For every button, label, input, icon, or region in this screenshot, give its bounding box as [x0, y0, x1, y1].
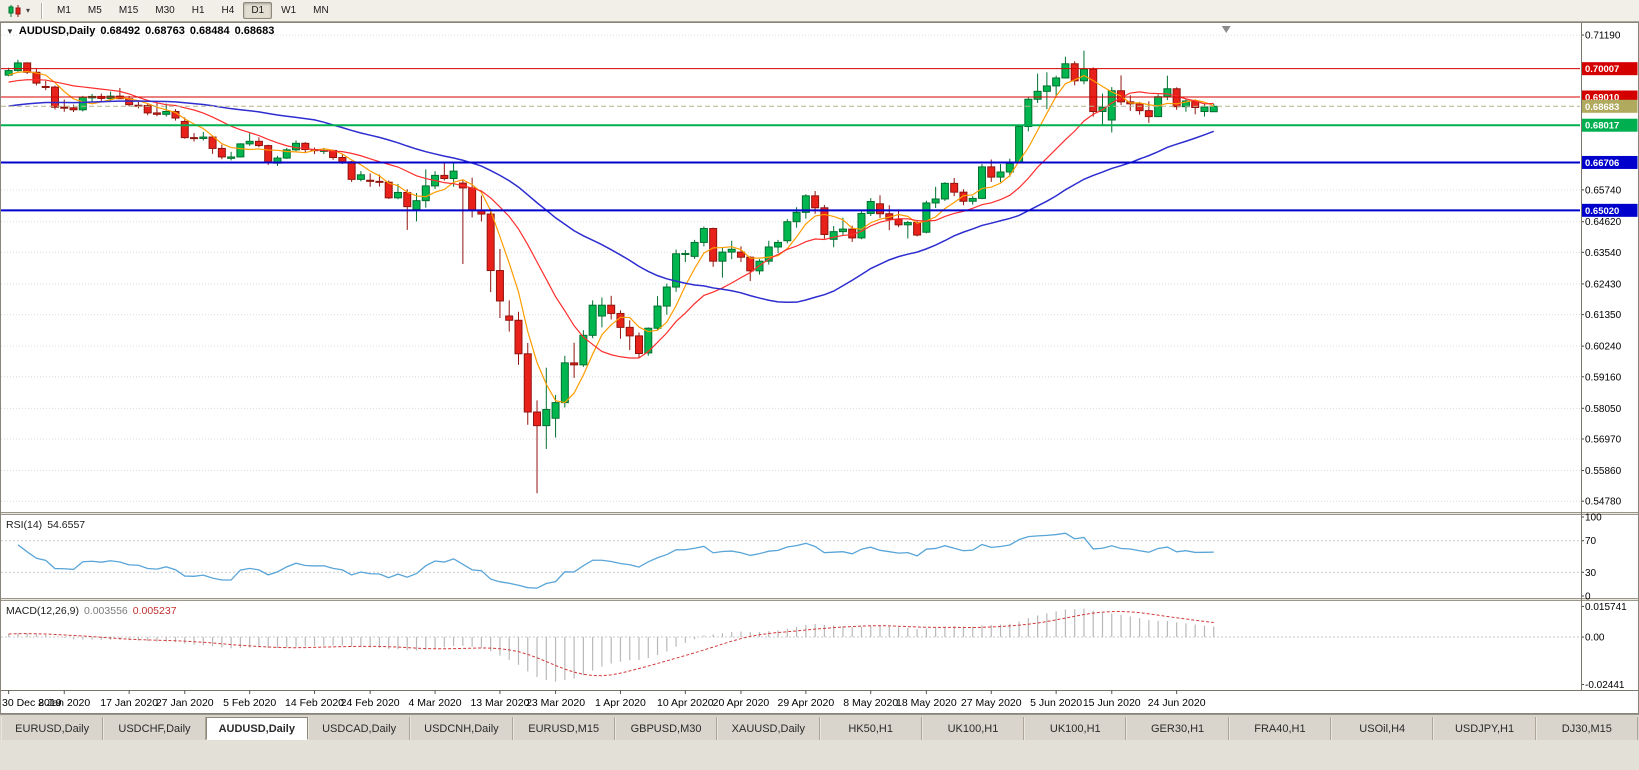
svg-text:10 Apr 2020: 10 Apr 2020 [657, 697, 714, 709]
price-badge-0.65020 [1581, 203, 1638, 217]
timeframe-button-h1[interactable]: H1 [191, 5, 205, 16]
svg-text:17 Jan 2020: 17 Jan 2020 [100, 697, 158, 709]
svg-text:70: 70 [1585, 536, 1597, 547]
chart-tab-fra40-h1[interactable]: FRA40,H1 [1228, 717, 1332, 740]
timeframe-button-m15[interactable]: M15 [118, 5, 139, 16]
chart-tab-uk100-h1[interactable]: UK100,H1 [1024, 717, 1127, 740]
chart-tab-bar: EURUSD,Daily USDCHF,Daily AUDUSD,Daily USDC… [0, 714, 1639, 740]
price-badge-0.68017 [1581, 118, 1638, 132]
chart-tab-eurusd-daily[interactable]: EURUSD,Daily [1, 717, 104, 740]
svg-text:0.68683: 0.68683 [1585, 102, 1619, 113]
svg-text:0.66706: 0.66706 [1585, 158, 1619, 169]
svg-text:0.60240: 0.60240 [1585, 342, 1622, 353]
chart-tab-gbpusd-m30[interactable]: GBPUSD,M30 [614, 717, 718, 740]
macd-histogram [8, 608, 1215, 682]
timeframe-button-m30[interactable]: M30 [155, 5, 175, 16]
svg-text:0.015741: 0.015741 [1585, 602, 1627, 613]
svg-text:0.63540: 0.63540 [1585, 248, 1622, 259]
svg-text:-0.02441: -0.02441 [1585, 680, 1625, 691]
macd-signal-line [8, 611, 1214, 677]
price-badge-0.70007 [1581, 62, 1638, 76]
chart-tab-usdchf-daily[interactable]: USDCHF,Daily [103, 717, 206, 740]
svg-text:14 Feb 2020: 14 Feb 2020 [285, 697, 344, 709]
chart-type-dropdown-caret[interactable]: ▾ [26, 6, 31, 15]
svg-text:0.59160: 0.59160 [1585, 372, 1622, 383]
timeframe-button-mn[interactable]: MN [313, 5, 329, 16]
price-axis-labels: 0.71190 0.65740 0.64620 0.63540 0.62430 0.613… [1581, 31, 1622, 508]
chart-tab-eurusd-m15[interactable]: EURUSD,M15 [512, 717, 615, 740]
svg-text:0.56970: 0.56970 [1585, 434, 1622, 445]
svg-text:13 Mar 2020: 13 Mar 2020 [470, 697, 529, 709]
svg-text:0.64620: 0.64620 [1585, 217, 1622, 228]
svg-text:0.68017: 0.68017 [1585, 121, 1619, 132]
timeframe-button-m1[interactable]: M1 [57, 5, 71, 16]
moving-average-13[interactable] [8, 79, 1214, 359]
svg-text:0: 0 [1585, 592, 1591, 603]
svg-text:0.54780: 0.54780 [1585, 497, 1622, 508]
rsi-line [17, 532, 1214, 589]
svg-text:1 Apr 2020: 1 Apr 2020 [595, 697, 646, 709]
svg-text:8 May 2020: 8 May 2020 [843, 697, 898, 709]
chart-tab-usoil-h4[interactable]: USOil,H4 [1331, 717, 1434, 740]
svg-text:5 Feb 2020: 5 Feb 2020 [223, 697, 276, 709]
chart-tab-xauusd-daily[interactable]: XAUUSD,Daily [717, 717, 820, 740]
svg-text:0.69010: 0.69010 [1585, 93, 1619, 104]
chart-tab-usdcnh-daily[interactable]: USDCNH,Daily [410, 717, 513, 740]
svg-text:30 Dec 2019: 30 Dec 2019 [2, 697, 62, 709]
svg-text:5 Jun 2020: 5 Jun 2020 [1030, 697, 1082, 709]
svg-text:0.62430: 0.62430 [1585, 279, 1622, 290]
svg-text:29 Apr 2020: 29 Apr 2020 [778, 697, 835, 709]
chart-window: 0.71190 0.65740 0.64620 0.63540 0.62430 0.613… [0, 22, 1639, 714]
svg-text:0.71190: 0.71190 [1585, 31, 1621, 42]
timeframe-button-w1[interactable]: W1 [281, 5, 297, 16]
chart-tab-usdcad-daily[interactable]: USDCAD,Daily [307, 717, 411, 740]
svg-text:30: 30 [1585, 568, 1597, 579]
svg-text:0.70007: 0.70007 [1585, 64, 1619, 75]
chart-tab-uk100-h1[interactable]: UK100,H1 [921, 717, 1025, 740]
svg-text:24 Jun 2020: 24 Jun 2020 [1148, 697, 1206, 709]
chart-type-button[interactable]: ▾ [4, 3, 35, 19]
svg-text:0.65740: 0.65740 [1585, 185, 1622, 196]
timeframe-button-d1[interactable]: D1 [243, 2, 273, 19]
svg-text:0.58050: 0.58050 [1585, 404, 1622, 415]
svg-text:18 May 2020: 18 May 2020 [896, 697, 957, 709]
svg-text:0.55860: 0.55860 [1585, 466, 1622, 477]
svg-text:24 Feb 2020: 24 Feb 2020 [341, 697, 400, 709]
chart-shift-marker[interactable] [1221, 26, 1231, 33]
svg-text:15 Jun 2020: 15 Jun 2020 [1083, 697, 1141, 709]
candlestick-chart-icon [8, 4, 21, 17]
price-chart-canvas[interactable]: 0.71190 0.65740 0.64620 0.63540 0.62430 0.613… [0, 22, 1639, 714]
chart-tab-audusd-daily[interactable]: AUDUSD,Daily [205, 717, 308, 740]
svg-text:0.61350: 0.61350 [1585, 310, 1622, 321]
moving-average-34[interactable] [8, 100, 1214, 303]
timeframe-toolbar: M1 M5 M15 M30 H1 H4 D1 W1 MN [49, 2, 337, 19]
svg-text:23 Mar 2020: 23 Mar 2020 [526, 697, 585, 709]
price-badge-0.68683 [1581, 99, 1638, 113]
svg-text:100: 100 [1585, 513, 1602, 524]
svg-text:27 May 2020: 27 May 2020 [961, 697, 1022, 709]
svg-text:0.00: 0.00 [1585, 633, 1605, 644]
chart-tab-dj30-m15[interactable]: DJ30,M15 [1535, 717, 1638, 740]
collapse-icon[interactable]: ▼ [6, 27, 14, 36]
timeframe-button-m5[interactable]: M5 [87, 5, 102, 16]
svg-text:27 Jan 2020: 27 Jan 2020 [156, 697, 214, 709]
svg-text:4 Mar 2020: 4 Mar 2020 [408, 697, 461, 709]
price-badge-0.66706 [1581, 155, 1638, 169]
svg-text:0.65020: 0.65020 [1585, 206, 1619, 217]
chart-tab-usdjpy-h1[interactable]: USDJPY,H1 [1433, 717, 1536, 740]
timeframe-button-h4[interactable]: H4 [221, 5, 235, 16]
chart-tab-hk50-h1[interactable]: HK50,H1 [819, 717, 922, 740]
moving-average-5[interactable] [8, 70, 1214, 404]
status-strip [0, 740, 1639, 770]
top-toolbar: ▾ M1 M5 M15 M30 H1 H4 D1 W1 MN [0, 0, 1639, 22]
svg-text:20 Apr 2020: 20 Apr 2020 [713, 697, 770, 709]
svg-text:8 Jan 2020: 8 Jan 2020 [38, 697, 90, 709]
toolbar-separator [41, 2, 44, 19]
chart-tab-ger30-h1[interactable]: GER30,H1 [1126, 717, 1229, 740]
